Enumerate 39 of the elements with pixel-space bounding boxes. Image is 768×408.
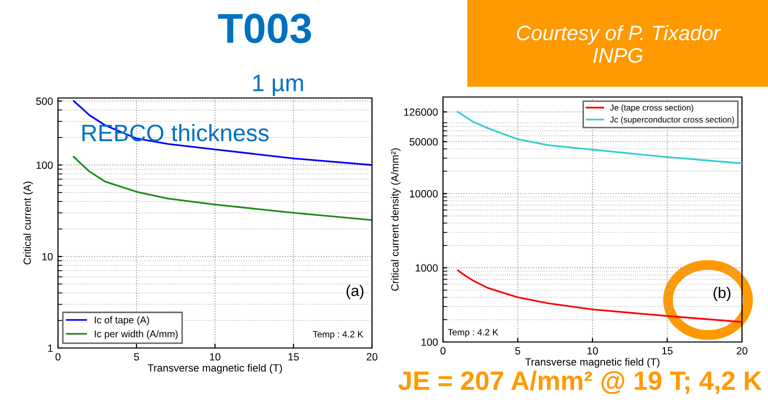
- x-axis-title: Transverse magnetic field (T): [525, 358, 660, 368]
- legend-label: Ic per width (A/mm): [94, 330, 178, 340]
- y-tick-label: 10000: [410, 190, 438, 198]
- annotation: Temp : 4.2 K: [312, 331, 364, 340]
- annotation: Temp : 4.2 K: [448, 329, 498, 338]
- x-tick-label: 5: [515, 347, 520, 355]
- text: JE = 207 A/mm² @ 19 T; 4,2 K: [398, 370, 762, 394]
- y-tick-label: 100: [422, 338, 438, 346]
- y-tick-label: 1: [48, 344, 53, 352]
- line-series: [72, 156, 372, 221]
- x-tick-label: 20: [736, 347, 748, 355]
- x-tick-label: 0: [440, 347, 446, 355]
- annotation: (a): [346, 284, 364, 300]
- x-axis-title: Transverse magnetic field (T): [148, 364, 282, 374]
- x-tick-label: 5: [134, 353, 139, 361]
- x-tick-label: 10: [210, 353, 220, 361]
- y-tick-label: 1000: [416, 264, 438, 272]
- line-series: [72, 100, 372, 166]
- legend-label: Ic of tape (A): [94, 316, 150, 326]
- text: 1 µm: [253, 74, 303, 96]
- chart-title: T003: [218, 14, 311, 44]
- line-series: [457, 270, 742, 323]
- x-tick-label: 10: [588, 347, 598, 355]
- x-tick-label: 15: [662, 347, 673, 355]
- y-axis-title: Critical current (A): [23, 182, 33, 264]
- x-tick-label: 20: [366, 353, 378, 361]
- y-axis-title: Critical current density (A/mm²): [390, 148, 401, 291]
- x-tick-label: 15: [288, 353, 299, 361]
- y-tick-label: 100: [36, 162, 53, 169]
- y-tick-label: 10: [42, 253, 53, 260]
- legend-label: Jc (superconductor cross section): [610, 116, 734, 124]
- x-tick-label: 0: [56, 353, 60, 361]
- y-tick-label: 500: [36, 98, 53, 105]
- line-series: [457, 111, 742, 164]
- text: Courtesy of P. Tixador INPG: [516, 25, 721, 63]
- y-tick-label: 126000: [404, 108, 438, 116]
- y-tick-label: 50000: [410, 138, 438, 146]
- annotation: (b): [714, 286, 730, 302]
- legend-label: Je (tape cross section): [610, 104, 694, 112]
